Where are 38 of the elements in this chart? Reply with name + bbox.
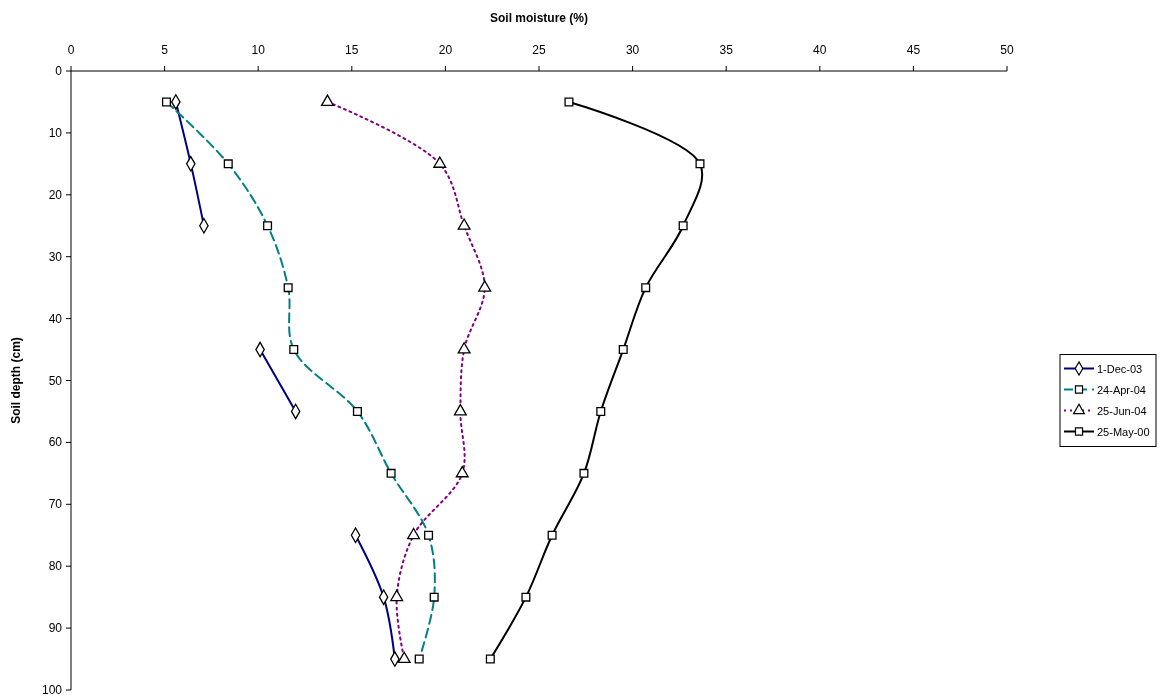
y-tick-label: 40: [48, 311, 63, 326]
y-tick-label: 80: [48, 559, 63, 574]
x-tick-label: 0: [67, 43, 75, 57]
point: [547, 530, 557, 540]
point: [579, 468, 589, 478]
y-tick-label: 100: [41, 683, 63, 697]
x-tick-label: 40: [813, 43, 827, 57]
y-tick-label: 20: [48, 187, 63, 202]
legend-label: 24-Apr-04: [1097, 383, 1146, 396]
y-tick-label: 10: [48, 125, 63, 140]
x-tick-label: 35: [719, 43, 734, 57]
y-tick-label: 0: [55, 64, 63, 78]
x-tick-label: 15: [345, 43, 359, 57]
point: [485, 654, 495, 664]
x-tick-label: 45: [906, 43, 921, 57]
y-tick-label: 50: [48, 373, 63, 388]
legend-label: 25-Jun-04: [1097, 404, 1147, 417]
x-axis-title: Soil moisture (%): [489, 11, 589, 25]
point: [695, 159, 705, 169]
x-tick-label: 5: [161, 43, 169, 57]
y-tick-label: 90: [48, 621, 63, 636]
y-tick-label: 60: [48, 435, 63, 450]
point: [678, 221, 688, 231]
legend-label: 25-May-00: [1097, 425, 1150, 438]
point: [596, 406, 606, 416]
point: [564, 97, 574, 107]
x-tick-label: 30: [625, 43, 640, 57]
x-tick-label: 25: [532, 43, 546, 57]
point: [641, 283, 651, 293]
x-tick-label: 50: [1000, 43, 1014, 57]
y-tick-label: 30: [48, 249, 63, 264]
y-axis-title: Soil depth (cm): [9, 337, 23, 424]
y-tick-label: 70: [48, 497, 63, 512]
x-tick-label: 10: [251, 43, 266, 57]
point: [521, 592, 531, 602]
legend-label: 1-Dec-03: [1097, 362, 1143, 375]
x-tick-label: 20: [438, 43, 453, 57]
point: [618, 345, 628, 355]
